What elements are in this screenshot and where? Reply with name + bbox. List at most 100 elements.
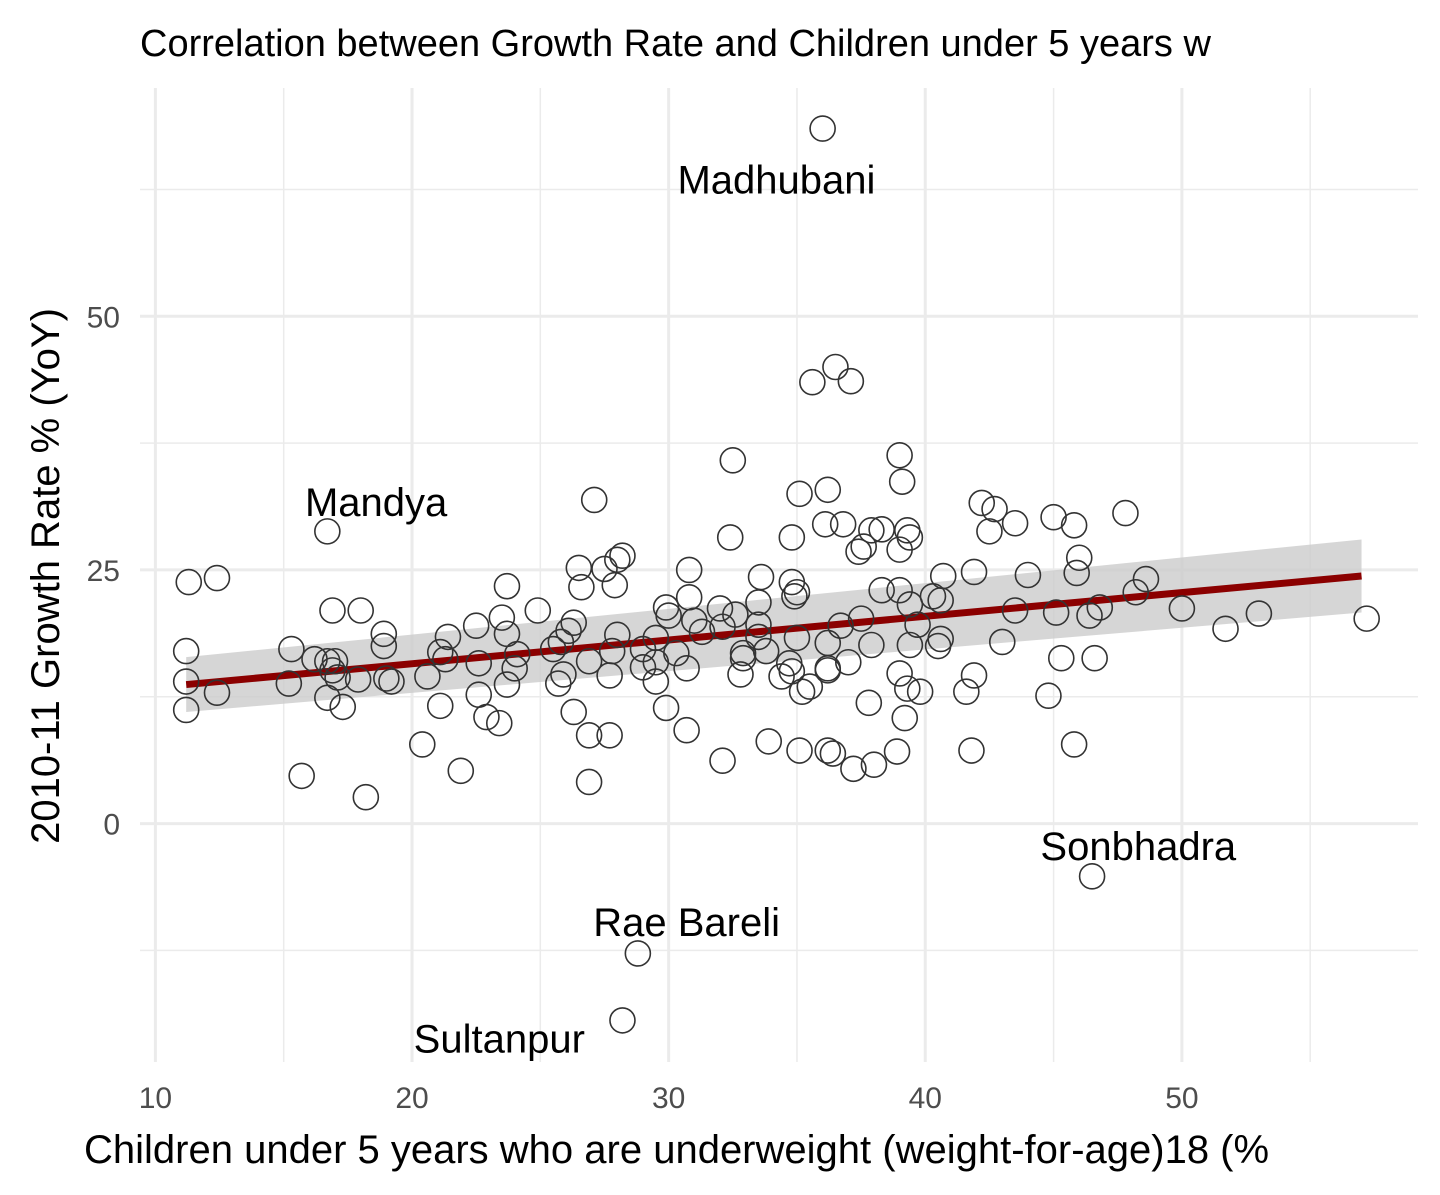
data-point <box>1132 565 1160 593</box>
data-point <box>175 568 203 596</box>
data-point <box>370 620 398 648</box>
data-point <box>981 495 1008 523</box>
data-point <box>868 576 895 604</box>
data-point <box>596 662 623 689</box>
data-point <box>822 353 849 381</box>
data-point <box>465 649 493 677</box>
data-point <box>924 632 952 660</box>
data-point <box>575 647 603 675</box>
data-point <box>927 587 954 614</box>
data-point <box>432 645 459 673</box>
data-point <box>783 624 811 652</box>
data-point <box>329 693 357 721</box>
data-point <box>745 623 772 651</box>
data-point <box>655 602 682 629</box>
data-point <box>172 668 200 695</box>
data-point <box>840 755 867 783</box>
data-point <box>960 558 988 586</box>
x-tick-label: 30 <box>652 1082 685 1115</box>
data-point <box>729 644 757 672</box>
data-point <box>314 684 341 712</box>
data-point <box>275 670 303 697</box>
data-point <box>539 635 567 663</box>
data-point <box>545 670 572 697</box>
point-annotation: Sultanpur <box>414 1018 585 1062</box>
data-point <box>1040 503 1067 531</box>
point-annotation: Mandya <box>305 481 448 525</box>
data-point <box>1065 544 1093 572</box>
data-point <box>1014 561 1042 589</box>
data-point <box>786 737 813 764</box>
data-point <box>203 679 231 706</box>
data-point <box>675 584 703 611</box>
data-point <box>378 668 405 695</box>
y-tick-label: 25 <box>87 555 120 588</box>
data-point <box>624 940 652 967</box>
data-point <box>601 571 629 599</box>
data-point <box>688 618 716 646</box>
data-point <box>896 591 924 618</box>
data-point <box>488 604 516 631</box>
data-point <box>778 658 806 685</box>
data-point <box>886 660 913 687</box>
data-point <box>719 447 747 474</box>
data-point <box>896 524 924 551</box>
data-point <box>953 678 980 705</box>
data-point <box>709 613 736 641</box>
data-point <box>503 640 531 668</box>
data-point <box>1112 499 1139 527</box>
data-point <box>1076 602 1103 629</box>
data-point <box>1168 595 1196 622</box>
data-point <box>860 751 888 779</box>
data-point <box>745 611 772 639</box>
data-point <box>855 689 883 717</box>
data-point <box>834 648 862 676</box>
chart-title: Correlation between Growth Rate and Chil… <box>140 23 1211 65</box>
data-point <box>462 612 490 640</box>
data-point <box>814 476 842 504</box>
data-point <box>796 673 824 700</box>
data-point <box>1078 863 1106 890</box>
point-annotation: Sonbhadra <box>1040 825 1236 869</box>
data-point <box>172 696 200 724</box>
data-point <box>1035 682 1062 710</box>
data-point <box>847 605 875 632</box>
data-point <box>888 468 916 495</box>
data-point <box>1212 615 1239 643</box>
data-point <box>319 597 346 624</box>
data-point <box>373 665 400 692</box>
data-point <box>575 722 603 749</box>
data-point <box>786 480 813 508</box>
point-annotation: Rae Bareli <box>593 901 780 945</box>
data-point <box>1353 605 1380 632</box>
data-point <box>788 678 816 705</box>
data-point <box>642 648 670 676</box>
data-point <box>493 572 521 600</box>
data-point <box>716 524 744 551</box>
data-point <box>1086 594 1114 621</box>
data-point <box>560 698 587 726</box>
data-point <box>288 762 315 790</box>
data-point <box>814 737 842 764</box>
data-point <box>755 728 783 755</box>
data-point <box>886 441 913 469</box>
data-point <box>344 666 372 693</box>
data-point <box>673 716 700 744</box>
data-point <box>473 703 500 731</box>
annotations-layer: Madhubani Mandya Sonbhadra Rae Bareli Sultan… <box>305 158 1237 1061</box>
data-point <box>414 663 441 690</box>
data-point <box>729 639 757 667</box>
data-point <box>604 621 631 649</box>
data-point <box>745 589 772 616</box>
points-layer <box>172 115 1380 1034</box>
y-axis-ticks: 0 25 50 <box>87 301 120 841</box>
data-point <box>896 631 924 659</box>
y-tick-label: 0 <box>103 809 120 842</box>
point-annotation: Madhubani <box>677 158 875 202</box>
data-point <box>747 563 775 591</box>
data-point <box>426 692 454 720</box>
data-point <box>727 661 754 688</box>
data-point <box>968 489 996 517</box>
data-point <box>799 368 826 396</box>
data-point <box>352 783 380 811</box>
